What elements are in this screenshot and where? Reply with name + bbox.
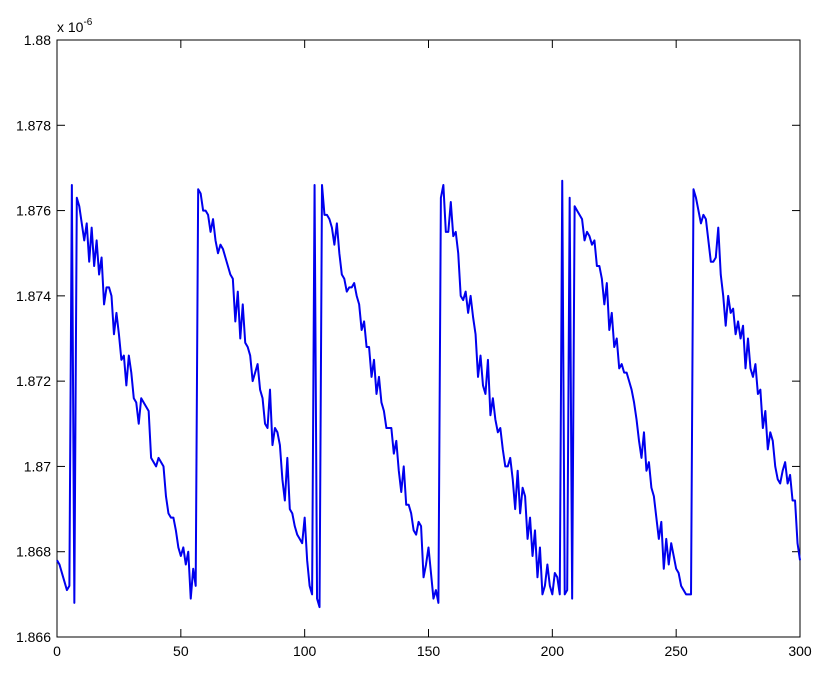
y-tick-label: 1.876: [16, 203, 51, 219]
multiplier-base: x 10: [57, 19, 84, 35]
x-tick-label: 50: [173, 643, 189, 659]
y-tick-label: 1.88: [24, 32, 51, 48]
x-tick-label: 150: [417, 643, 441, 659]
y-tick-label: 1.868: [16, 544, 51, 560]
y-tick-label: 1.874: [16, 288, 51, 304]
y-tick-label: 1.872: [16, 373, 51, 389]
multiplier-exponent: -6: [83, 17, 92, 28]
y-tick-label: 1.87: [24, 458, 51, 474]
x-tick-label: 300: [788, 643, 812, 659]
x-tick-label: 200: [541, 643, 565, 659]
axis-multiplier: x 10-6: [57, 17, 93, 35]
y-tick-label: 1.866: [16, 629, 51, 645]
data-line: [56, 179, 801, 609]
x-tick-label: 0: [53, 643, 61, 659]
x-tick-label: 250: [664, 643, 688, 659]
y-tick-label: 1.878: [16, 117, 51, 133]
x-tick-label: 100: [293, 643, 317, 659]
plot-frame: [56, 39, 801, 638]
